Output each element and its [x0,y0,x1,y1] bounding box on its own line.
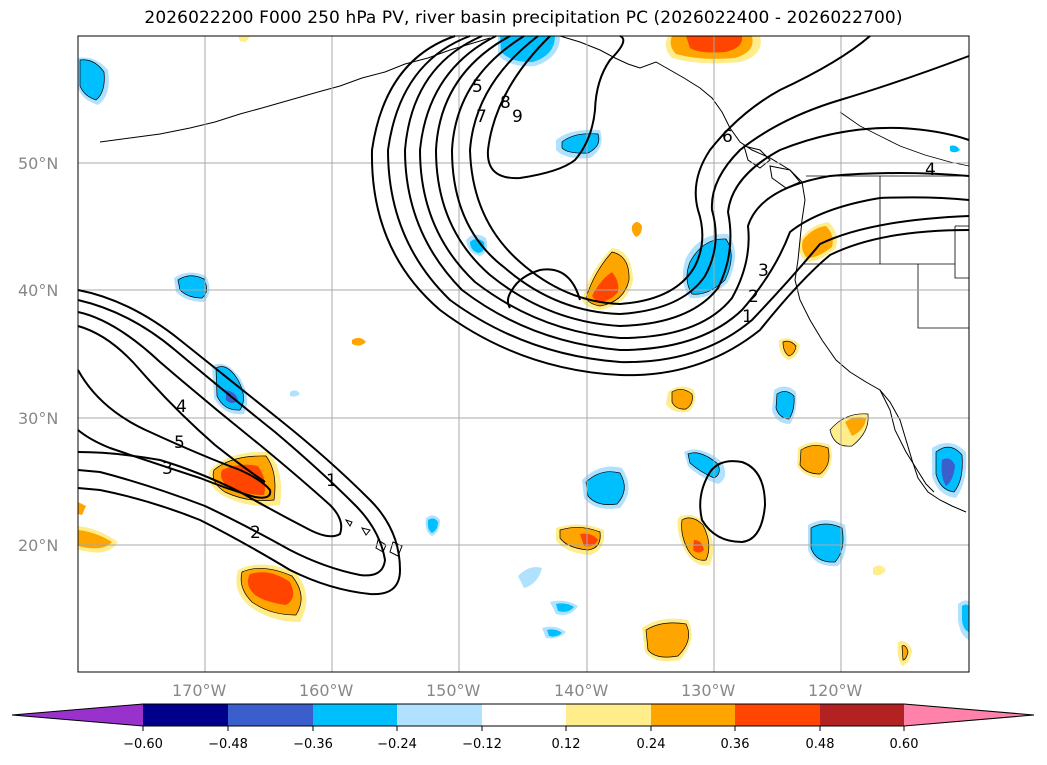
colorbar-segment [228,704,313,726]
positive-anomaly-gulf-alaska [665,36,761,64]
positive-anomaly-hawaii-west [236,564,307,622]
lat-label: 40°N [18,281,58,300]
lat-label: 50°N [18,154,58,173]
map-title: 2026022200 F000 250 hPa PV, river basin … [144,8,903,28]
lon-label: 150°W [426,681,481,700]
colorbar-tick-label: 0.60 [890,737,919,752]
lon-label: 120°W [808,681,863,700]
boundaries [802,111,970,329]
anomaly-outlines [79,59,963,661]
colorbar-segment [313,704,397,726]
colorbar-tick-label: 0.36 [721,737,750,752]
contour-label: 5 [174,433,185,453]
contour-label: 3 [162,459,173,479]
colorbar-tick-label: 0.48 [806,737,835,752]
colorbar-tick-label: −0.60 [123,737,163,752]
contour-label: 8 [500,93,511,113]
negative-anomaly-south [425,145,969,640]
colorbar-segment [566,704,651,726]
positive-anomaly-small-1 [352,222,800,413]
contour-label: 9 [512,107,523,127]
positive-anomaly-subtropical [78,36,912,666]
colorbar-tick-label: −0.24 [377,737,417,752]
colorbar-segment [143,704,228,726]
contour-label: 1 [326,471,337,491]
contour-label: 5 [472,77,483,97]
colorbar-segment [735,704,820,726]
lat-label: 30°N [18,409,58,428]
positive-anomaly-pnw [798,222,837,262]
colorbar-segment [397,704,482,726]
colorbar-tick-label: −0.12 [462,737,502,752]
longitude-labels: 170°W 160°W 150°W 140°W 130°W 120°W [172,681,863,700]
colorbar-tick-label: −0.48 [208,737,248,752]
colorbar-extend-max [904,704,1034,726]
lon-label: 140°W [554,681,609,700]
contour-label: 2 [748,287,759,307]
colorbar-segment [482,704,566,726]
contour-label: 6 [722,127,733,147]
colorbar-tick-label: −0.36 [293,737,333,752]
colorbar-tick-label: 0.12 [552,737,581,752]
contour-label: 4 [176,397,187,417]
contour-label: 7 [476,107,487,127]
map-panel [78,36,969,672]
contour-labels: 5 7 8 9 1 2 3 4 5 3 1 2 6 4 [162,77,936,543]
lon-label: 170°W [172,681,227,700]
latitude-labels: 50°N 40°N 30°N 20°N [18,154,58,555]
positive-anomaly-central [582,248,633,310]
lon-label: 160°W [299,681,354,700]
contour-label: 4 [925,160,936,180]
pv-contours [77,35,970,596]
contour-label: 2 [250,523,261,543]
contour-label: 1 [742,307,753,327]
gridlines [78,36,969,672]
colorbar-extend-min [12,704,143,726]
colorbar-tick-label: 0.24 [637,737,666,752]
colorbar-segment [820,704,904,726]
lat-label: 20°N [18,536,58,555]
map-frame [77,35,970,673]
colorbar-segment [651,704,735,726]
colorbar: −0.60 −0.48 −0.36 −0.24 −0.12 0.12 0.24 … [11,703,1035,752]
lon-label: 130°W [681,681,736,700]
contour-label: 3 [758,261,769,281]
